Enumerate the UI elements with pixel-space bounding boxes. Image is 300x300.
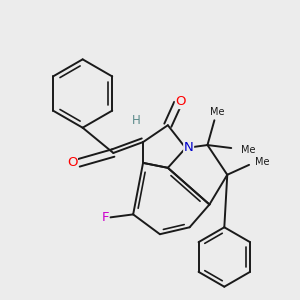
Text: F: F [101, 211, 109, 224]
Text: Me: Me [210, 107, 225, 117]
Text: Me: Me [255, 157, 269, 167]
Text: O: O [176, 95, 186, 108]
Text: H: H [132, 114, 140, 127]
Text: Me: Me [241, 145, 256, 155]
Text: O: O [67, 156, 77, 170]
Text: N: N [184, 141, 194, 154]
